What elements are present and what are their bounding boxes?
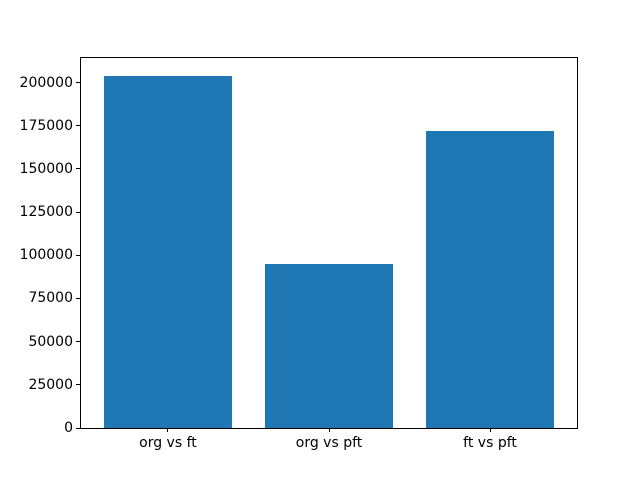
bar-ft-vs-pft	[425, 130, 555, 428]
y-axis-tick	[76, 427, 80, 429]
y-axis-tick-label: 25000	[28, 376, 73, 393]
y-axis-tick	[76, 125, 80, 127]
y-axis-tick-label: 50000	[28, 333, 73, 350]
y-axis-tick-label: 0	[64, 420, 73, 436]
y-axis-tick-label: 175000	[19, 117, 73, 134]
y-axis-tick	[76, 211, 80, 213]
y-axis-tick-label: 150000	[19, 160, 73, 177]
y-axis-tick	[76, 297, 80, 299]
x-axis-tick	[328, 428, 330, 432]
bar-org-vs-ft	[103, 75, 233, 428]
y-axis-tick-label: 75000	[28, 290, 73, 307]
y-axis-tick-label: 125000	[19, 204, 73, 221]
y-axis-tick-label: 200000	[19, 74, 73, 91]
y-axis-tick	[76, 168, 80, 170]
y-axis-tick	[76, 384, 80, 386]
y-axis-tick-label: 100000	[19, 247, 73, 264]
bar-org-vs-pft	[264, 263, 394, 428]
x-axis-tick	[489, 428, 491, 432]
x-axis-tick-label: ft vs pft	[463, 435, 517, 451]
x-axis-tick	[167, 428, 169, 432]
y-axis-tick	[76, 254, 80, 256]
y-axis-tick	[76, 341, 80, 343]
x-axis-tick-label: org vs ft	[139, 435, 197, 451]
x-axis-tick-label: org vs pft	[295, 435, 363, 451]
plot-area: org vs ft org vs pft ft vs pft 0 25000 50000 7…	[20, 57, 578, 450]
y-axis-tick	[76, 82, 80, 84]
